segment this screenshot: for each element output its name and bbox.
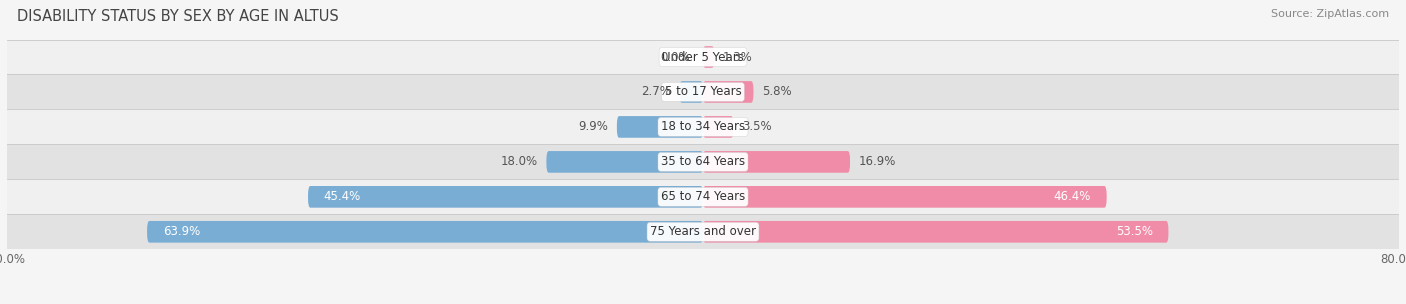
FancyBboxPatch shape bbox=[617, 116, 703, 138]
FancyBboxPatch shape bbox=[679, 81, 703, 103]
Text: 45.4%: 45.4% bbox=[323, 190, 361, 203]
Text: DISABILITY STATUS BY SEX BY AGE IN ALTUS: DISABILITY STATUS BY SEX BY AGE IN ALTUS bbox=[17, 9, 339, 24]
Bar bbox=[7, 109, 1399, 144]
Text: 75 Years and over: 75 Years and over bbox=[650, 225, 756, 238]
Text: 65 to 74 Years: 65 to 74 Years bbox=[661, 190, 745, 203]
FancyBboxPatch shape bbox=[703, 221, 1168, 243]
Bar bbox=[7, 74, 1399, 109]
FancyBboxPatch shape bbox=[703, 151, 851, 173]
FancyBboxPatch shape bbox=[547, 151, 703, 173]
FancyBboxPatch shape bbox=[308, 186, 703, 208]
FancyBboxPatch shape bbox=[703, 81, 754, 103]
Bar bbox=[7, 40, 1399, 74]
Text: 18.0%: 18.0% bbox=[501, 155, 537, 168]
Text: 18 to 34 Years: 18 to 34 Years bbox=[661, 120, 745, 133]
Text: 3.5%: 3.5% bbox=[742, 120, 772, 133]
FancyBboxPatch shape bbox=[703, 186, 1107, 208]
Text: 0.0%: 0.0% bbox=[661, 50, 690, 64]
Text: 16.9%: 16.9% bbox=[859, 155, 896, 168]
Text: 5 to 17 Years: 5 to 17 Years bbox=[665, 85, 741, 98]
FancyBboxPatch shape bbox=[703, 46, 714, 68]
Text: 5.8%: 5.8% bbox=[762, 85, 792, 98]
FancyBboxPatch shape bbox=[148, 221, 703, 243]
Text: 9.9%: 9.9% bbox=[578, 120, 609, 133]
Text: 53.5%: 53.5% bbox=[1116, 225, 1153, 238]
Text: 35 to 64 Years: 35 to 64 Years bbox=[661, 155, 745, 168]
Text: 46.4%: 46.4% bbox=[1053, 190, 1091, 203]
Bar bbox=[7, 144, 1399, 179]
Text: 1.3%: 1.3% bbox=[723, 50, 752, 64]
Bar bbox=[7, 179, 1399, 214]
Text: Source: ZipAtlas.com: Source: ZipAtlas.com bbox=[1271, 9, 1389, 19]
Text: 63.9%: 63.9% bbox=[163, 225, 200, 238]
Bar bbox=[7, 214, 1399, 249]
Text: Under 5 Years: Under 5 Years bbox=[662, 50, 744, 64]
FancyBboxPatch shape bbox=[703, 116, 734, 138]
Text: 2.7%: 2.7% bbox=[641, 85, 671, 98]
